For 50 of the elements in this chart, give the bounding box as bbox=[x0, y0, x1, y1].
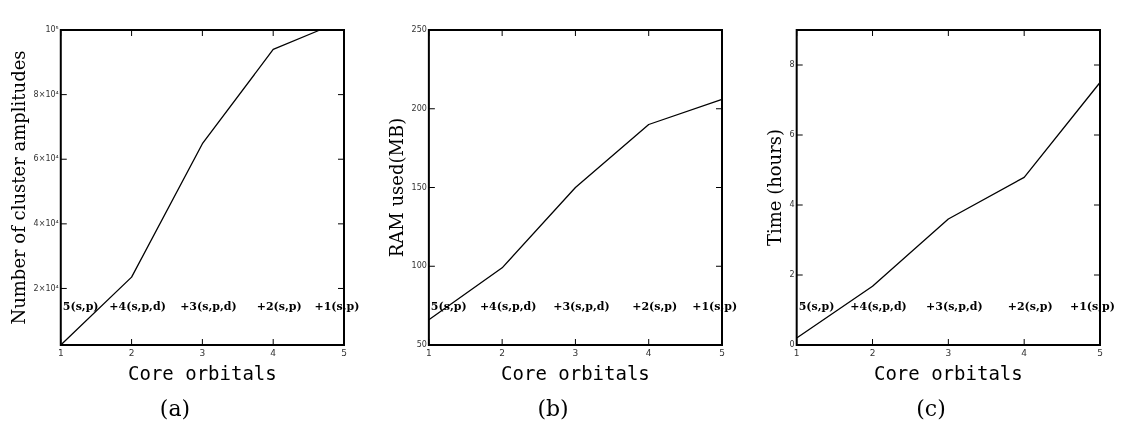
y-tick-label: 150 bbox=[411, 182, 427, 192]
annotation: +2(s,p) bbox=[1007, 300, 1053, 314]
annotation: +4(s,p,d) bbox=[479, 300, 537, 314]
x-tick-label: 1 bbox=[57, 347, 64, 358]
y-tick-label: 0 bbox=[789, 340, 795, 350]
x-tick-label: 5 bbox=[341, 347, 347, 358]
y-tick-label: 6×10⁴ bbox=[33, 154, 59, 164]
x-tick-label: 5 bbox=[719, 347, 725, 358]
x-tick-label: 4 bbox=[1021, 347, 1028, 358]
y-tick-label: 250 bbox=[411, 25, 427, 35]
annotation: +3(s,p,d) bbox=[926, 300, 983, 314]
y-tick-label: 2 bbox=[789, 270, 795, 280]
annotation: 5(s,p) bbox=[798, 300, 835, 314]
y-tick-label: 6 bbox=[789, 130, 795, 140]
annotation: +4(s,p,d) bbox=[850, 300, 907, 314]
x-tick-label: 5 bbox=[1097, 347, 1103, 358]
x-tick-label: 1 bbox=[426, 347, 432, 358]
x-tick-label: 3 bbox=[199, 347, 206, 358]
x-tick-label: 2 bbox=[869, 347, 876, 358]
y-axis-title: Number of cluster amplitudes bbox=[8, 50, 30, 325]
y-tick-label: 8×10⁴ bbox=[33, 89, 59, 99]
x-axis-title: Core orbitals bbox=[128, 362, 277, 385]
y-tick-label: 10⁵ bbox=[45, 25, 59, 35]
x-axis-title: Core orbitals bbox=[873, 362, 1023, 385]
y-tick-label: 8 bbox=[789, 60, 795, 70]
y-tick-label: 200 bbox=[411, 103, 427, 113]
y-tick-label: 4×10⁴ bbox=[33, 218, 59, 228]
annotation: +3(s,p,d) bbox=[553, 300, 610, 314]
annotation: 5(s,p) bbox=[62, 300, 99, 314]
x-tick-label: 3 bbox=[945, 347, 952, 358]
text: (a) bbox=[159, 395, 191, 421]
x-tick-label: 2 bbox=[128, 347, 135, 358]
x-tick-label: 3 bbox=[572, 347, 579, 358]
annotation: +2(s,p) bbox=[256, 300, 302, 314]
x-tick-label: 1 bbox=[793, 347, 800, 358]
text: (b) bbox=[537, 395, 569, 421]
x-tick-label: 4 bbox=[270, 347, 277, 358]
annotation: +2(s,p) bbox=[632, 300, 678, 314]
y-axis-title: Time (hours) bbox=[764, 128, 786, 247]
y-tick-label: 4 bbox=[789, 200, 795, 210]
x-tick-label: 2 bbox=[499, 347, 506, 358]
text: (c) bbox=[916, 395, 946, 421]
y-tick-label: 2×10⁴ bbox=[33, 283, 59, 293]
x-axis-title: Core orbitals bbox=[501, 362, 650, 385]
y-tick-label: 50 bbox=[416, 340, 427, 350]
y-tick-label: 100 bbox=[411, 261, 427, 271]
y-axis-title: RAM used(MB) bbox=[386, 117, 408, 258]
x-tick-label: 4 bbox=[645, 347, 652, 358]
annotation: +4(s,p,d) bbox=[109, 300, 166, 314]
annotation: +3(s,p,d) bbox=[180, 300, 237, 314]
